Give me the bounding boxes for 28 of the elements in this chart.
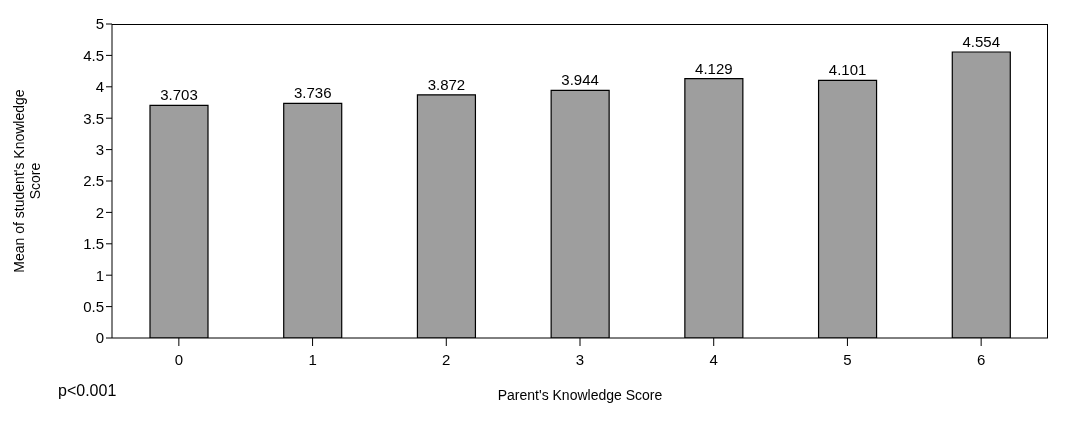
- y-tick-label: 1: [95, 266, 104, 284]
- y-tick-label: 0.5: [83, 297, 104, 315]
- x-tick-label: 4: [709, 350, 718, 368]
- x-tick-label: 2: [442, 350, 451, 368]
- text: p<0.001: [58, 382, 117, 400]
- y-tick-label: 4.5: [83, 46, 104, 64]
- y-axis-title: Mean of student's Knowledge Score: [11, 89, 43, 273]
- y-tick-label: 3: [95, 140, 104, 158]
- y-tick-label: 1.5: [83, 235, 104, 253]
- data-label: 3.703: [160, 86, 198, 104]
- data-label: 4.129: [695, 59, 733, 77]
- y-tick-label: 4: [95, 78, 104, 96]
- y-tick-label: 3.5: [83, 109, 104, 127]
- data-label: 3.872: [427, 75, 466, 93]
- data-label: 3.944: [561, 71, 599, 89]
- x-axis-title: Parent's Knowledge Score: [497, 387, 663, 403]
- data-label: 4.554: [962, 33, 1001, 51]
- y-tick-label: 5: [95, 15, 104, 33]
- x-tick-label: 6: [976, 350, 986, 368]
- x-tick-label: 1: [308, 350, 317, 368]
- x-tick-label: 3: [575, 350, 585, 368]
- y-tick-label: 0: [95, 329, 104, 347]
- data-label: 4.101: [828, 61, 867, 79]
- y-tick-label: 2: [95, 203, 104, 221]
- x-tick-label: 5: [843, 350, 852, 368]
- data-label: 3.736: [293, 84, 332, 102]
- x-tick-label: 0: [174, 350, 184, 368]
- y-tick-label: 2.5: [83, 172, 104, 190]
